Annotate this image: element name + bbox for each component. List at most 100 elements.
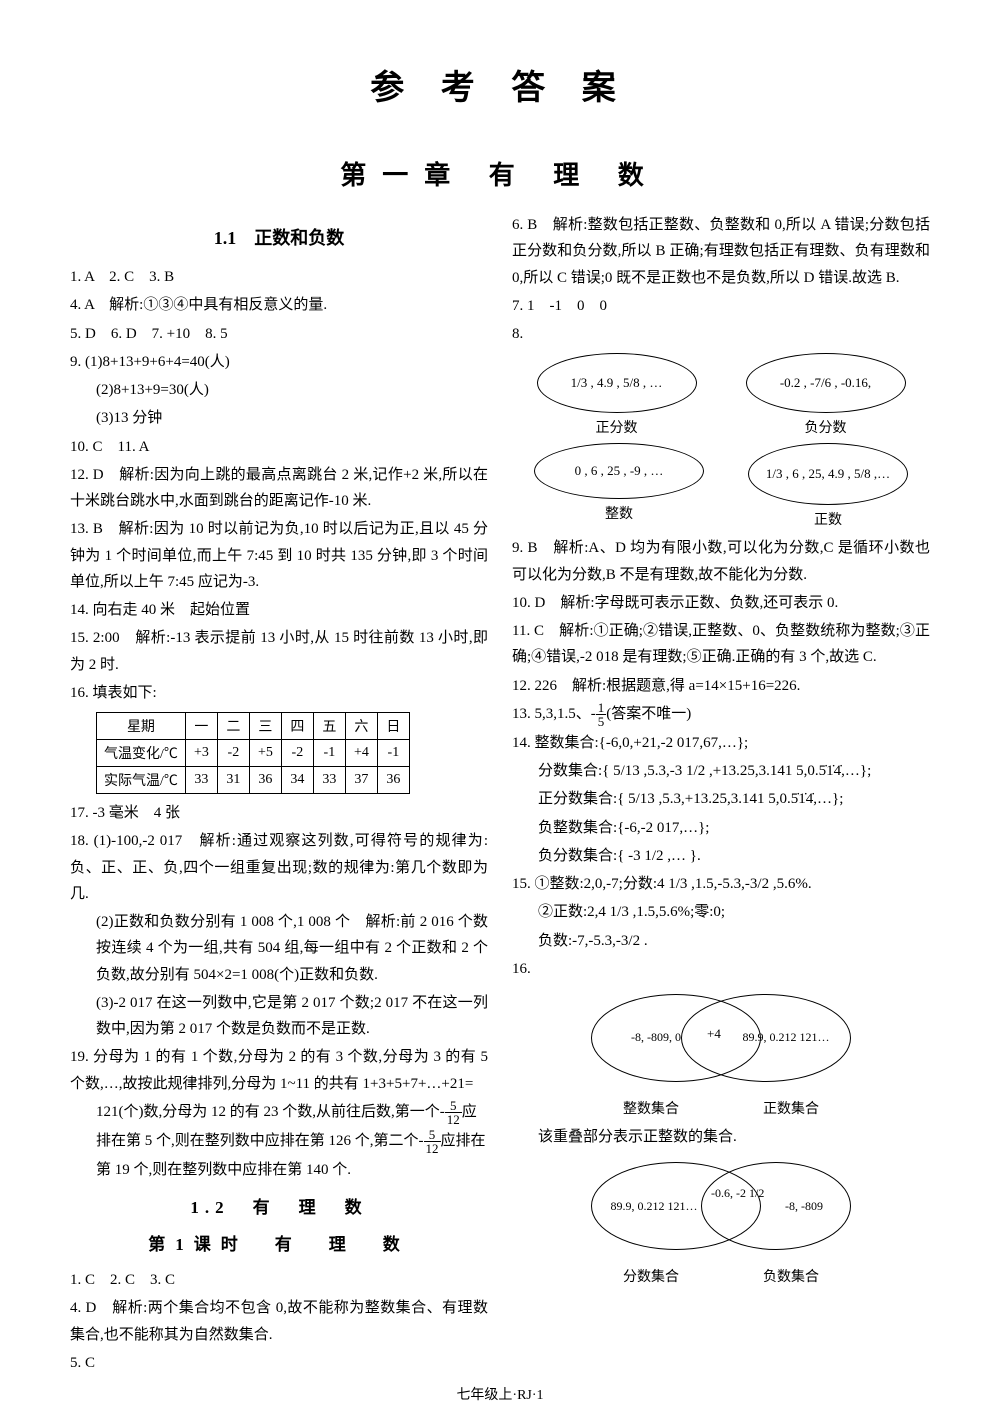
table-16: 星期 一 二 三 四 五 六 日 气温变化/℃ +3 -2 +5 -2 -1 +… [96,712,410,794]
diagram-8-cell-1: 1/3 , 4.9 , 5/8 , … 正分数 [537,353,697,437]
ans-r13: 13. 5,3,1.5、-15(答案不唯一) [512,701,930,728]
table-row: 星期 一 二 三 四 五 六 日 [97,713,410,740]
table-cell: 36 [249,767,281,794]
table-cell: -2 [217,740,249,767]
ans-4: 4. A 解析:①③④中具有相反意义的量. [70,292,488,318]
ans-r6: 6. B 解析:整数包括正整数、负整数和 0,所以 A 错误;分数包括正分数和负… [512,212,930,291]
ans-19a: 19. 分母为 1 的有 1 个数,分母为 2 的有 3 个数,分母为 3 的有… [70,1044,488,1097]
fraction-1-5: 15 [596,701,607,728]
venn-16b-right: -8, -809 [701,1162,851,1250]
label-neg-fraction: 负分数 [746,417,906,437]
ans-9b: (2)8+13+9=30(人) [70,377,488,403]
ans-19b-pre: 121(个)数,分母为 12 的有 23 个数,从前往后数,第一个- [96,1104,445,1120]
venn-16b-mid: -0.6, -2 1/2 [711,1186,764,1200]
ans-19b: 121(个)数,分母为 12 的有 23 个数,从前往后数,第一个-512应 [70,1099,488,1126]
ans-1-3: 1. A 2. C 3. B [70,264,488,290]
ans2-4: 4. D 解析:两个集合均不包含 0,故不能称为整数集合、有理数集合,也不能称其… [70,1295,488,1348]
right-column: 6. B 解析:整数包括正整数、负整数和 0,所以 A 错误;分数包括正分数和负… [512,212,930,1378]
table-cell: 二 [217,713,249,740]
ans2-5: 5. C [70,1350,488,1376]
ans-19b-post: 应 [462,1104,477,1120]
venn-16b-l2: 负数集合 [763,1266,819,1286]
venn-16a-mid: +4 [707,1026,721,1042]
two-column-layout: 1.1 正数和负数 1. A 2. C 3. B 4. A 解析:①③④中具有相… [70,212,930,1378]
venn-16b-l1: 分数集合 [623,1266,679,1286]
venn-16a-note: 该重叠部分表示正整数的集合. [512,1124,930,1150]
table-cell: +5 [249,740,281,767]
ans-19d: 第 19 个,则在整列数中应排在第 140 个. [70,1157,488,1183]
table-cell: 五 [313,713,345,740]
venn-16b: 89.9, 0.212 121… -8, -809 -0.6, -2 1/2 [581,1154,861,1264]
diagram-8-row1: 1/3 , 4.9 , 5/8 , … 正分数 -0.2 , -7/6 , -0… [512,353,930,437]
ans-r10: 10. D 解析:字母既可表示正数、负数,还可表示 0. [512,590,930,616]
left-column: 1.1 正数和负数 1. A 2. C 3. B 4. A 解析:①③④中具有相… [70,212,488,1378]
ans-r14d: 负整数集合:{-6,-2 017,…}; [512,815,930,841]
table-cell: 三 [249,713,281,740]
venn-16a-l2: 正数集合 [763,1098,819,1118]
ans-r14c: 正分数集合:{ 5/13 ,5.3,+13.25,3.141 5,0.5̇1̇4… [512,786,930,812]
table-cell: 33 [185,767,217,794]
table-cell: +3 [185,740,217,767]
ans-4-text: 4. A 解析:①③④中具有相反意义的量. [70,297,327,313]
ans-r12: 12. 226 解析:根据题意,得 a=14×15+16=226. [512,673,930,699]
label-integer: 整数 [534,503,704,523]
page-footer: 七年级上·RJ·1 [0,1384,1000,1404]
table-cell: +4 [345,740,377,767]
ans2-1-3: 1. C 2. C 3. C [70,1267,488,1293]
ans-r7: 7. 1 -1 0 0 [512,293,930,319]
venn-16a-labels: 整数集合 正数集合 [581,1098,861,1118]
table-cell: 37 [345,767,377,794]
venn-16b-labels: 分数集合 负数集合 [581,1266,861,1286]
ans-r11: 11. C 解析:①正确;②错误,正整数、0、负整数统称为整数;③正确;④错误,… [512,618,930,671]
fraction-5-12b: 512 [424,1128,441,1155]
ans-r15a: 15. ①整数:2,0,-7;分数:4 1/3 ,1.5,-5.3,-3/2 ,… [512,871,930,897]
ans-r9: 9. B 解析:A、D 均为有限小数,可以化为分数,C 是循环小数也可以化为分数… [512,535,930,588]
table-row: 实际气温/℃ 33 31 36 34 33 37 36 [97,767,410,794]
ellipse-neg-fraction: -0.2 , -7/6 , -0.16, [746,353,906,413]
section-1-1-title: 1.1 正数和负数 [70,224,488,250]
label-positive: 正数 [748,509,908,529]
ellipse-integer: 0 , 6 , 25 , -9 , … [534,443,704,499]
venn-16a: -8, -809, 0 89.9, 0.212 121… +4 [581,986,861,1096]
ans-18a: 18. (1)-100,-2 017 解析:通过观察这列数,可得符号的规律为:负… [70,828,488,907]
table-cell: 气温变化/℃ [97,740,186,767]
ans-r14b: 分数集合:{ 5/13 ,5.3,-3 1/2 ,+13.25,3.141 5,… [512,758,930,784]
table-cell: 31 [217,767,249,794]
diagram-8-cell-4: 1/3 , 6 , 25, 4.9 , 5/8 ,… 正数 [748,443,908,529]
ans-19c: 排在第 5 个,则在整列数中应排在第 126 个,第二个-512应排在 [70,1128,488,1155]
ans-9c: (3)13 分钟 [70,405,488,431]
ans-15: 15. 2:00 解析:-13 表示提前 13 小时,从 15 时往前数 13 … [70,625,488,678]
ans-r8: 8. [512,321,930,347]
table-cell: 36 [377,767,409,794]
ans-13: 13. B 解析:因为 10 时以前记为负,10 时以后记为正,且以 45 分钟… [70,516,488,595]
section-1-2-title: 1.2 有 理 数 [70,1193,488,1218]
ans-r15c: 负数:-7,-5.3,-3/2 . [512,928,930,954]
ans-r14a: 14. 整数集合:{-6,0,+21,-2 017,67,…}; [512,730,930,756]
label-pos-fraction: 正分数 [537,417,697,437]
ans-16: 16. 填表如下: [70,680,488,706]
ans-18b: (2)正数和负数分别有 1 008 个,1 008 个 解析:前 2 016 个… [70,909,488,988]
ans-12: 12. D 解析:因为向上跳的最高点离跳台 2 米,记作+2 米,所以在十米跳台… [70,462,488,515]
table-cell: -1 [377,740,409,767]
ans-18c: (3)-2 017 在这一列数中,它是第 2 017 个数;2 017 不在这一… [70,990,488,1043]
ans-19c-post: 应排在 [441,1133,486,1149]
ans-19c-pre: 排在第 5 个,则在整列数中应排在第 126 个,第二个- [96,1133,424,1149]
table-cell: -2 [281,740,313,767]
ans-r16: 16. [512,956,930,982]
ellipse-pos-fraction: 1/3 , 4.9 , 5/8 , … [537,353,697,413]
diagram-8-cell-2: -0.2 , -7/6 , -0.16, 负分数 [746,353,906,437]
table-cell: 34 [281,767,313,794]
main-title: 参 考 答 案 [70,60,930,109]
table-cell: 实际气温/℃ [97,767,186,794]
chapter-title: 第一章 有 理 数 [70,155,930,192]
ellipse-positive: 1/3 , 6 , 25, 4.9 , 5/8 ,… [748,443,908,505]
lesson-1-title: 第1课时 有 理 数 [70,1230,488,1255]
venn-16a-l1: 整数集合 [623,1098,679,1118]
table-cell: 一 [185,713,217,740]
fraction-5-12: 512 [445,1099,462,1126]
ans-14: 14. 向右走 40 米 起始位置 [70,597,488,623]
ans-9a: 9. (1)8+13+9+6+4=40(人) [70,349,488,375]
ans-10-11: 10. C 11. A [70,434,488,460]
diagram-8-cell-3: 0 , 6 , 25 , -9 , … 整数 [534,443,704,529]
ans-17: 17. -3 毫米 4 张 [70,800,488,826]
